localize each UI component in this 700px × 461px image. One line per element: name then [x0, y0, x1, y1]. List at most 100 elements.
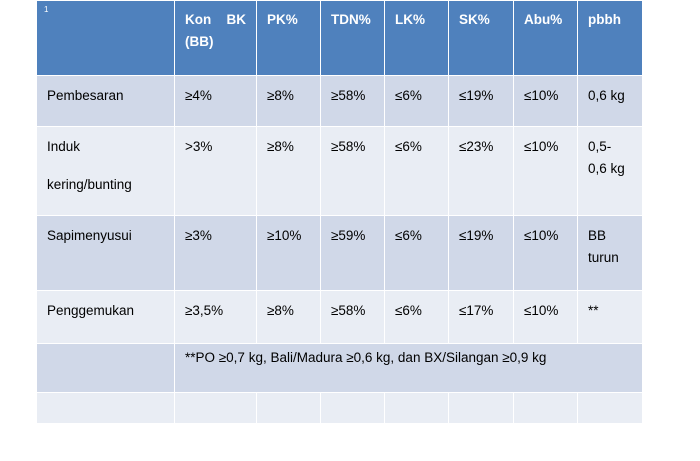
cell-tdn: ≥59% — [320, 215, 385, 291]
cell-pbbh-value: ** — [588, 303, 599, 318]
footnote-text: **PO ≥0,7 kg, Bali/Madura ≥0,6 kg, dan B… — [185, 350, 547, 365]
cell-pbbh: ** — [577, 290, 643, 344]
cell-abu-value: ≤10% — [524, 88, 559, 103]
empty-cell — [256, 392, 321, 424]
header-tdn-text: TDN% — [331, 12, 371, 27]
cell-sk: ≤19% — [448, 75, 514, 127]
corner-marker: 1 — [44, 5, 49, 14]
empty-cell — [448, 392, 514, 424]
cell-pk-value: ≥8% — [267, 88, 294, 103]
cell-tdn-value: ≥58% — [331, 88, 366, 103]
nutrient-requirements-table: 1 Kon BK (BB) PK% TDN% LK% SK% Abu% pbbh … — [36, 0, 643, 424]
cell-kon-bk-value: ≥4% — [185, 88, 212, 103]
row-label: Sapimenyusui — [47, 228, 132, 243]
cell-lk-value: ≤6% — [395, 139, 422, 154]
cell-sk-value: ≤19% — [459, 88, 494, 103]
empty-cell — [513, 392, 578, 424]
cell-tdn-value: ≥59% — [331, 228, 366, 243]
header-tdn: TDN% — [320, 0, 385, 76]
header-pk-text: PK% — [267, 12, 298, 27]
cell-sk: ≤17% — [448, 290, 514, 344]
row-label-line1: Induk — [47, 139, 81, 154]
row-label: Penggemukan — [47, 303, 135, 318]
cell-pk-value: ≥8% — [267, 139, 294, 154]
empty-row — [36, 392, 643, 424]
cell-pbbh: 0,6 kg — [577, 75, 643, 127]
header-bb-text: (BB) — [185, 34, 214, 49]
cell-tdn: ≥58% — [320, 126, 385, 216]
cell-abu-value: ≤10% — [524, 303, 559, 318]
cell-lk: ≤6% — [384, 290, 449, 344]
header-pbbh: pbbh — [577, 0, 643, 76]
empty-cell — [36, 392, 175, 424]
cell-pbbh-line1: BB — [588, 228, 607, 243]
row-label-line2: kering/bunting — [47, 177, 132, 192]
row-label-cell: Pembesaran — [36, 75, 175, 127]
cell-kon-bk: ≥4% — [174, 75, 257, 127]
header-abu-text: Abu% — [524, 12, 563, 27]
empty-cell — [577, 392, 643, 424]
cell-pbbh-value: 0,6 kg — [588, 88, 625, 103]
cell-kon-bk: ≥3% — [174, 215, 257, 291]
cell-abu: ≤10% — [513, 215, 578, 291]
header-corner-cell: 1 — [36, 0, 175, 76]
cell-sk: ≤19% — [448, 215, 514, 291]
empty-cell — [174, 392, 257, 424]
cell-abu: ≤10% — [513, 75, 578, 127]
cell-abu: ≤10% — [513, 290, 578, 344]
footnote-row: **PO ≥0,7 kg, Bali/Madura ≥0,6 kg, dan B… — [36, 343, 643, 393]
cell-pk-value: ≥10% — [267, 228, 302, 243]
cell-pk: ≥8% — [256, 75, 321, 127]
cell-lk-value: ≤6% — [395, 88, 422, 103]
cell-lk: ≤6% — [384, 215, 449, 291]
header-sk: SK% — [448, 0, 514, 76]
cell-pk: ≥8% — [256, 290, 321, 344]
header-abu: Abu% — [513, 0, 578, 76]
cell-kon-bk-value: >3% — [185, 139, 213, 154]
cell-lk: ≤6% — [384, 75, 449, 127]
cell-sk: ≤23% — [448, 126, 514, 216]
header-bk-text: BK — [226, 12, 247, 27]
table-row: Induk kering/bunting >3% ≥8% ≥58% ≤6% ≤2… — [36, 126, 643, 216]
table-row: Pembesaran ≥4% ≥8% ≥58% ≤6% ≤19% ≤10% 0,… — [36, 75, 643, 127]
header-lk: LK% — [384, 0, 449, 76]
header-sk-text: SK% — [459, 12, 490, 27]
empty-cell — [384, 392, 449, 424]
cell-lk-value: ≤6% — [395, 303, 422, 318]
cell-tdn: ≥58% — [320, 75, 385, 127]
cell-pk: ≥8% — [256, 126, 321, 216]
cell-pk-value: ≥8% — [267, 303, 294, 318]
footnote-empty-cell — [36, 343, 175, 393]
cell-pk: ≥10% — [256, 215, 321, 291]
cell-pbbh-line1: 0,5- — [588, 139, 612, 154]
cell-abu: ≤10% — [513, 126, 578, 216]
header-kon-text: Kon — [185, 12, 212, 27]
footnote-cell: **PO ≥0,7 kg, Bali/Madura ≥0,6 kg, dan B… — [174, 343, 643, 393]
table-header-row: 1 Kon BK (BB) PK% TDN% LK% SK% Abu% pbbh — [36, 0, 643, 76]
cell-sk-value: ≤17% — [459, 303, 494, 318]
cell-abu-value: ≤10% — [524, 228, 559, 243]
cell-pbbh-line2: turun — [588, 250, 619, 265]
header-kon-bk: Kon BK (BB) — [174, 0, 257, 76]
cell-kon-bk: ≥3,5% — [174, 290, 257, 344]
table-row: Penggemukan ≥3,5% ≥8% ≥58% ≤6% ≤17% ≤10%… — [36, 290, 643, 344]
row-label: Pembesaran — [47, 88, 124, 103]
cell-pbbh: 0,5- 0,6 kg — [577, 126, 643, 216]
empty-cell — [320, 392, 385, 424]
cell-lk-value: ≤6% — [395, 228, 422, 243]
cell-sk-value: ≤19% — [459, 228, 494, 243]
table-row: Sapimenyusui ≥3% ≥10% ≥59% ≤6% ≤19% ≤10%… — [36, 215, 643, 291]
row-label-cell: Penggemukan — [36, 290, 175, 344]
cell-tdn-value: ≥58% — [331, 303, 366, 318]
cell-kon-bk-value: ≥3% — [185, 228, 212, 243]
cell-pbbh: BB turun — [577, 215, 643, 291]
header-pbbh-text: pbbh — [588, 12, 621, 27]
cell-kon-bk-value: ≥3,5% — [185, 303, 224, 318]
cell-kon-bk: >3% — [174, 126, 257, 216]
cell-pbbh-line2: 0,6 kg — [588, 161, 625, 176]
row-label-cell: Sapimenyusui — [36, 215, 175, 291]
header-pk: PK% — [256, 0, 321, 76]
row-label-cell: Induk kering/bunting — [36, 126, 175, 216]
cell-lk: ≤6% — [384, 126, 449, 216]
